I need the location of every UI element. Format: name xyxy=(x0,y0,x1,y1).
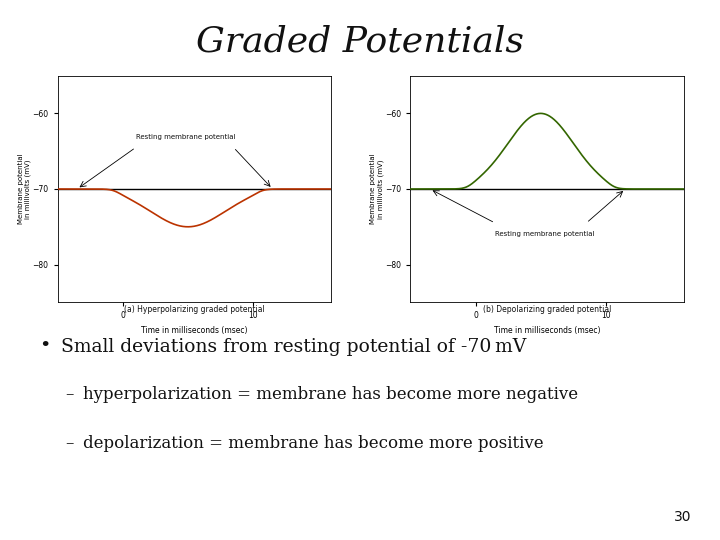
Y-axis label: Membrane potential
in millivolts (mV): Membrane potential in millivolts (mV) xyxy=(370,154,384,224)
Text: Resting membrane potential: Resting membrane potential xyxy=(495,231,595,237)
X-axis label: Time in milliseconds (msec): Time in milliseconds (msec) xyxy=(494,326,600,335)
Y-axis label: Membrane potential
in millivolts (mV): Membrane potential in millivolts (mV) xyxy=(17,154,31,224)
Text: (a) Hyperpolarizing graded potential: (a) Hyperpolarizing graded potential xyxy=(124,305,265,314)
Text: 30: 30 xyxy=(674,510,691,524)
Text: •: • xyxy=(40,338,51,355)
Text: Graded Potentials: Graded Potentials xyxy=(196,24,524,58)
Text: Small deviations from resting potential of -70 mV: Small deviations from resting potential … xyxy=(61,338,526,355)
Text: depolarization = membrane has become more positive: depolarization = membrane has become mor… xyxy=(83,435,544,451)
Text: –: – xyxy=(65,435,73,451)
Text: Resting membrane potential: Resting membrane potential xyxy=(136,134,235,140)
Text: (b) Depolarizing graded potential: (b) Depolarizing graded potential xyxy=(483,305,611,314)
Text: –: – xyxy=(65,386,73,403)
X-axis label: Time in milliseconds (msec): Time in milliseconds (msec) xyxy=(141,326,248,335)
Text: hyperpolarization = membrane has become more negative: hyperpolarization = membrane has become … xyxy=(83,386,578,403)
